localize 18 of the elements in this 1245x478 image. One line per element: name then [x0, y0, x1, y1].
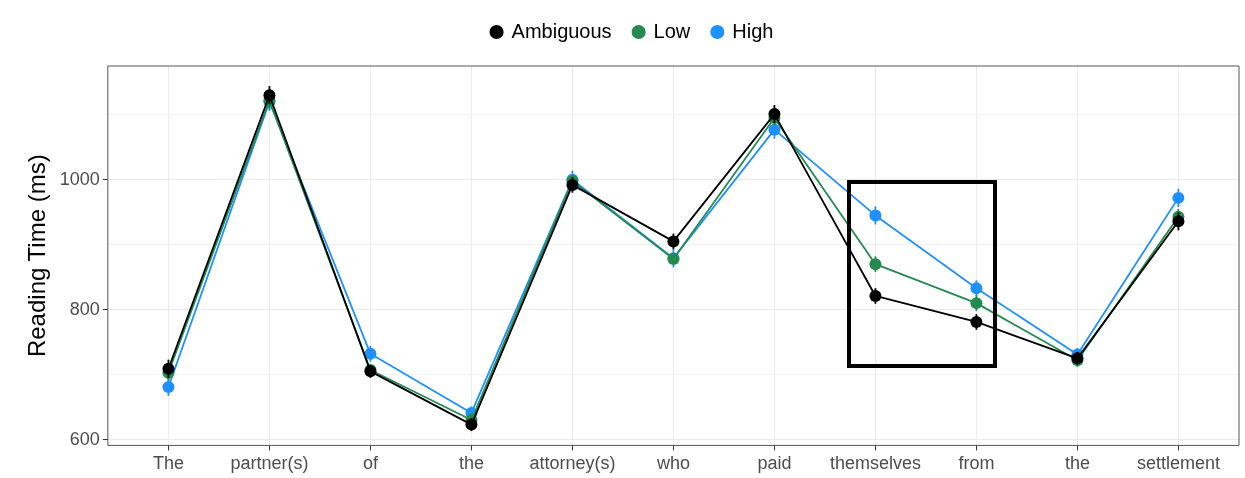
- x-tick-label: paid: [757, 453, 792, 474]
- legend-label: High: [732, 19, 774, 42]
- y-tick-label: 800: [69, 298, 100, 319]
- x-tick-label: the: [1064, 453, 1090, 474]
- x-tick-label: from: [958, 453, 995, 474]
- y-tick-label: 1000: [59, 168, 100, 189]
- x-tick-label: The: [152, 453, 184, 474]
- y-tick-label: 600: [69, 428, 100, 449]
- x-tick-label: attorney(s): [529, 453, 616, 474]
- x-tick-label: the: [458, 453, 484, 474]
- legend-label: Ambiguous: [511, 19, 612, 42]
- x-tick-label: who: [655, 453, 690, 474]
- x-tick-label: partner(s): [230, 453, 309, 474]
- x-tick-label: of: [362, 453, 379, 474]
- legend-label: Low: [653, 19, 691, 42]
- x-tick-label: themselves: [829, 453, 921, 474]
- y-axis-title: Reading Time (ms): [23, 154, 51, 358]
- x-tick-label: settlement: [1136, 453, 1220, 474]
